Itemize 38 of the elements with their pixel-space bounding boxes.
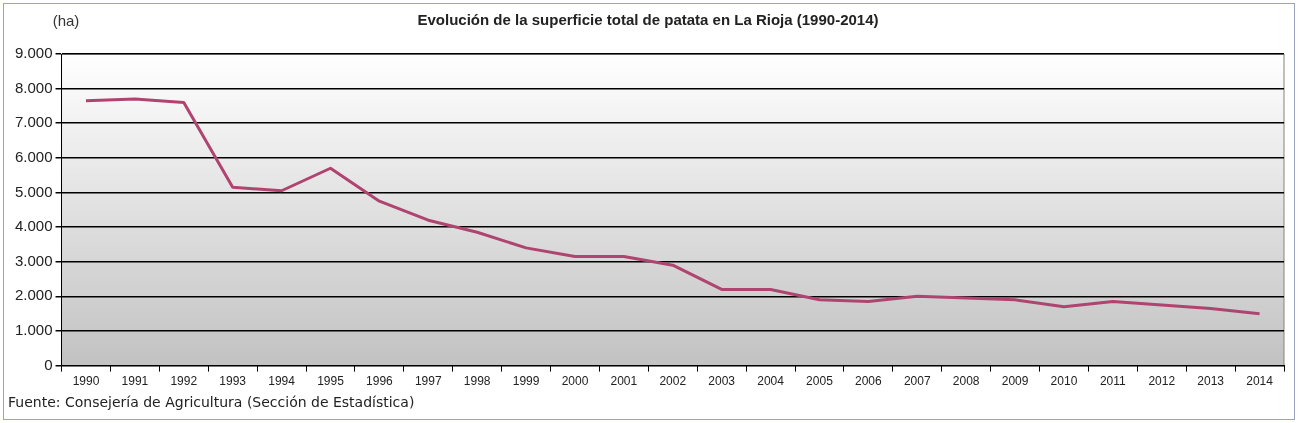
x-tick-label: 2000 — [561, 374, 589, 389]
chart-title: Evolución de la superficie total de patata en La Rioja (1990-2014) — [417, 11, 879, 29]
x-tick-label: 1995 — [317, 374, 345, 389]
y-tick-label: 3.000 — [14, 251, 53, 269]
x-tick-label: 2006 — [855, 374, 883, 389]
x-tick-label: 2002 — [659, 374, 687, 389]
x-tick-label: 2010 — [1050, 374, 1078, 389]
x-tick-label: 1997 — [414, 374, 442, 389]
x-tick-label: 1998 — [463, 374, 491, 389]
y-tick-label: 1.000 — [14, 321, 53, 339]
x-tick-label: 1996 — [366, 374, 394, 389]
y-tick-label: 8.000 — [14, 78, 53, 96]
y-tick-label: 9.000 — [14, 44, 53, 62]
x-tick-label: 1994 — [268, 374, 296, 389]
x-tick-label: 2004 — [757, 374, 785, 389]
x-tick-label: 2014 — [1246, 374, 1274, 389]
x-tick-label: 2011 — [1099, 374, 1127, 389]
x-tick-label: 1993 — [219, 374, 247, 389]
x-tick-label: 2005 — [806, 374, 834, 389]
y-tick-label: 6.000 — [14, 148, 53, 166]
y-tick-label: 7.000 — [14, 113, 53, 131]
x-tick-label: 2008 — [952, 374, 980, 389]
x-tick-label: 2001 — [610, 374, 638, 389]
y-tick-label: 5.000 — [14, 182, 53, 200]
x-tick-label: 2003 — [708, 374, 736, 389]
y-tick-label: 4.000 — [14, 217, 53, 235]
x-tick-label: 1990 — [72, 374, 100, 389]
x-tick-label: 1992 — [170, 374, 198, 389]
y-tick-label: 0 — [44, 355, 53, 373]
x-tick-label: 1999 — [512, 374, 540, 389]
x-tick-label: 2013 — [1197, 374, 1225, 389]
source-note: Fuente: Consejería de Agricultura (Sección de Estadística) — [8, 394, 415, 410]
x-tick-label: 2007 — [903, 374, 931, 389]
x-tick-label: 2009 — [1001, 374, 1029, 389]
x-tick-label: 2012 — [1148, 374, 1176, 389]
x-tick-label: 1991 — [121, 374, 149, 389]
y-tick-label: 2.000 — [14, 286, 53, 304]
y-axis-title: (ha) — [52, 12, 80, 29]
